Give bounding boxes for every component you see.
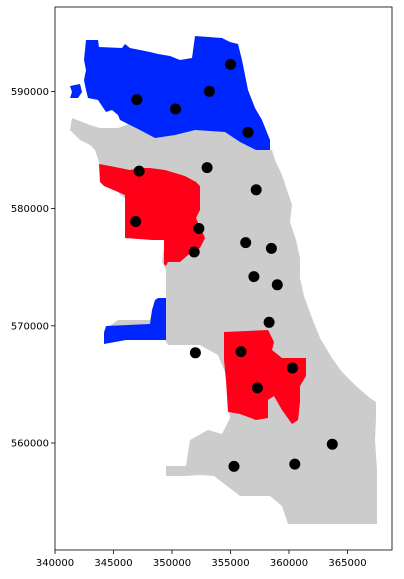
marker-point-3 [203, 85, 215, 97]
marker-point-23 [289, 458, 301, 470]
y-tick-label: 580000 [11, 204, 49, 215]
marker-point-7 [201, 162, 213, 174]
marker-point-2 [170, 103, 181, 115]
highlight-blue-region-north [70, 36, 270, 150]
highlight-red-region-west [99, 164, 205, 266]
marker-point-19 [287, 362, 298, 374]
marker-point-18 [235, 346, 247, 358]
marker-point-16 [263, 316, 275, 328]
highlight-blue-region-southwest [104, 298, 166, 344]
base-region [70, 118, 377, 524]
axes-frame [54, 6, 393, 551]
x-tick-label: 365000 [328, 558, 366, 569]
marker-point-13 [265, 242, 277, 254]
y-axis-ticks: 560000 570000 580000 590000 [11, 87, 55, 450]
x-tick-label: 360000 [270, 558, 308, 569]
x-tick-label: 355000 [211, 558, 249, 569]
marker-point-5 [242, 126, 254, 138]
y-tick-label: 560000 [11, 439, 49, 450]
marker-point-6 [133, 165, 145, 177]
x-tick-label: 350000 [153, 558, 191, 569]
marker-point-12 [240, 237, 252, 249]
x-axis-ticks: 340000 345000 350000 355000 360000 365000 [36, 550, 367, 569]
marker-point-10 [193, 223, 205, 234]
marker-point-20 [251, 382, 263, 394]
marker-point-21 [326, 438, 338, 450]
marker-layer [130, 58, 338, 472]
marker-point-9 [130, 216, 142, 227]
marker-point-1 [131, 94, 143, 106]
y-tick-label: 590000 [11, 87, 49, 98]
marker-point-11 [188, 246, 200, 258]
x-tick-label: 340000 [36, 558, 74, 569]
y-tick-label: 570000 [11, 321, 49, 332]
x-tick-label: 345000 [94, 558, 132, 569]
marker-point-15 [271, 279, 283, 291]
marker-point-17 [189, 347, 201, 359]
marker-point-22 [228, 460, 240, 472]
marker-point-14 [248, 271, 260, 283]
marker-point-8 [250, 184, 262, 196]
marker-point-4 [225, 58, 236, 70]
